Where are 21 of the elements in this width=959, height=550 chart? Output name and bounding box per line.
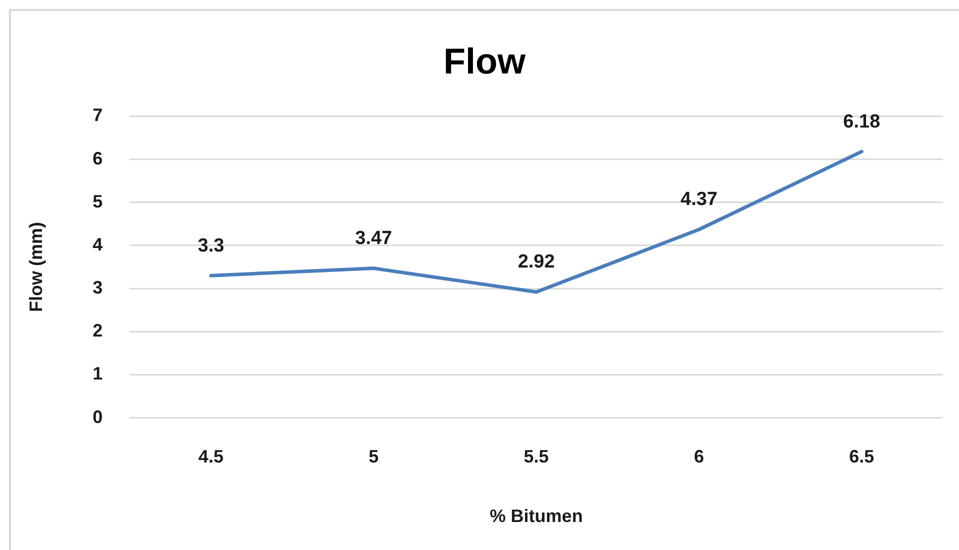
y-tick-label: 3 [92, 278, 103, 298]
data-label: 2.92 [518, 252, 555, 273]
data-label: 3.47 [355, 228, 392, 250]
x-axis-title: % Bitumen [490, 506, 583, 526]
y-tick-label: 0 [92, 406, 103, 427]
x-tick-label: 5 [368, 446, 379, 467]
y-tick-label: 6 [92, 148, 103, 168]
x-tick-label: 4.5 [198, 446, 224, 467]
y-tick-label: 5 [92, 191, 103, 212]
x-tick-label: 6 [694, 446, 704, 467]
data-label: 4.37 [680, 189, 718, 210]
data-label: 3.3 [198, 235, 224, 256]
x-tick-label: 6.5 [849, 446, 874, 467]
x-tick-label: 5.5 [524, 446, 549, 467]
y-tick-label: 4 [92, 234, 103, 254]
y-tick-label: 7 [92, 105, 103, 126]
y-axis-title: Flow (mm) [26, 222, 46, 312]
y-tick-label: 2 [92, 320, 103, 341]
chart-title: Flow [444, 40, 526, 82]
y-tick-label: 1 [92, 364, 103, 384]
data-label: 6.18 [843, 111, 880, 132]
